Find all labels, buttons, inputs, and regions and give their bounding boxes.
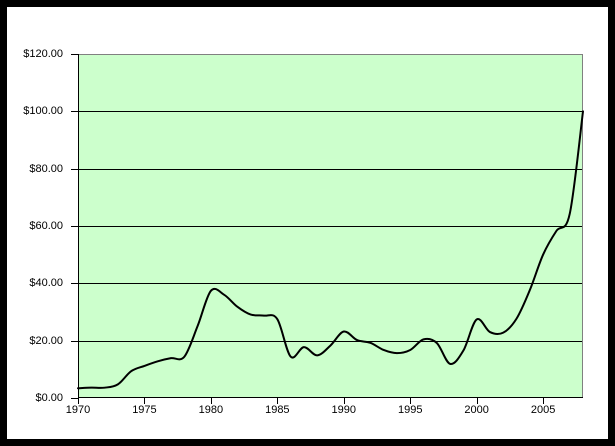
x-axis-tick [477,398,478,404]
x-axis-tick [410,398,411,404]
y-axis-tick [71,54,78,55]
x-axis-label: 1980 [198,404,224,416]
x-axis-tick [543,398,544,404]
y-axis-label: $40.00 [29,277,63,290]
y-axis-label: $60.00 [29,220,63,232]
price-line-series [77,110,584,390]
y-axis-tick [71,398,78,399]
y-axis-tick [71,283,78,284]
x-axis-tick [344,398,345,404]
x-axis-label: 1990 [331,404,357,416]
plot-area [77,54,584,398]
chart-stage: $0.00 $20.00 $40.00 $60.00 $80.00 $100.00 $120… [7,7,608,439]
line-chart-canvas [77,54,584,398]
x-axis-label: 2000 [464,404,489,416]
x-axis-tick [78,398,79,404]
y-axis-tick [71,111,78,112]
x-axis-tick [211,398,212,404]
y-axis-tick [71,226,78,227]
x-axis-label: 1985 [265,404,290,416]
y-axis-label: $100.00 [23,105,63,118]
y-axis-label: $80.00 [29,162,63,175]
y-axis-label: $0.00 [35,392,63,404]
x-axis-label: 1970 [65,404,91,416]
x-axis-tick [144,398,145,404]
y-axis-label: $120.00 [23,48,63,60]
x-axis-label: 1975 [132,404,157,416]
y-axis-label: $20.00 [29,334,63,347]
x-axis-label: 2005 [530,404,556,416]
x-axis-tick [277,398,278,404]
y-axis-tick [71,341,78,342]
y-axis-tick [71,169,78,170]
x-axis-label: 1995 [397,404,423,416]
